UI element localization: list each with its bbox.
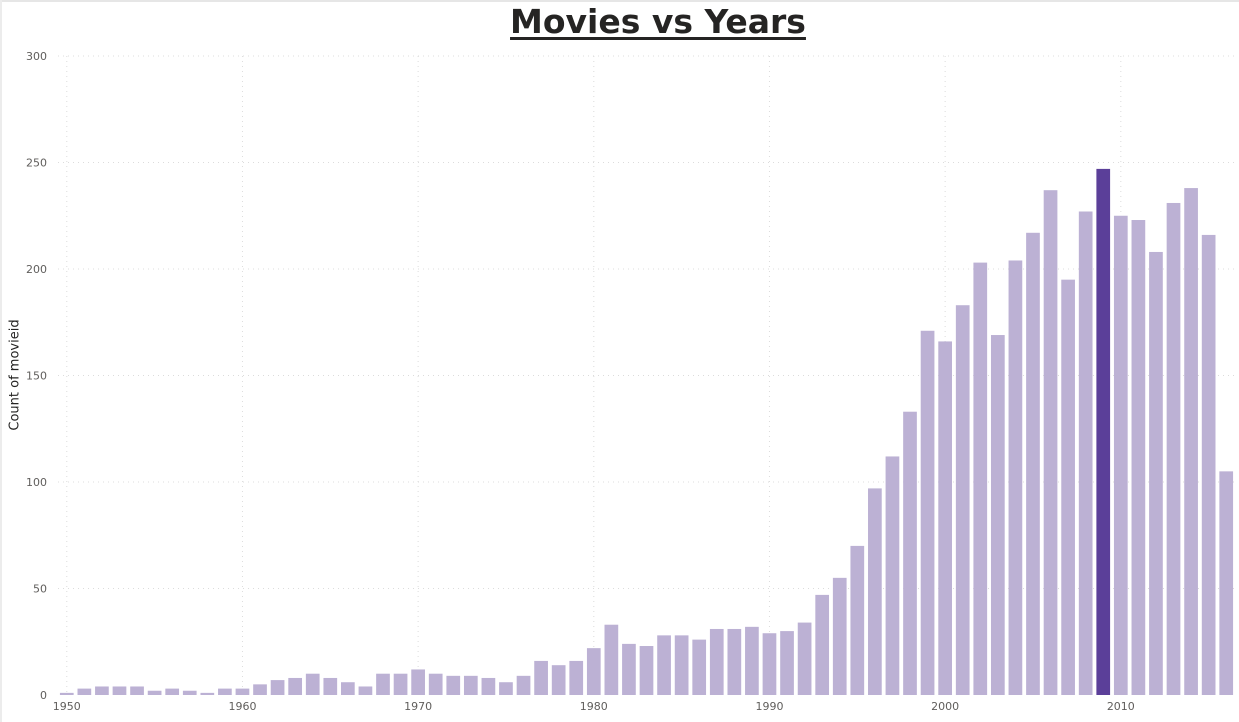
bar-1977[interactable] <box>534 660 548 695</box>
bar-1978[interactable] <box>551 665 566 695</box>
bar-1975[interactable] <box>499 682 513 695</box>
bar-2016[interactable] <box>1219 471 1234 695</box>
bar-1950[interactable] <box>59 692 74 695</box>
bar-1989[interactable] <box>745 626 759 695</box>
bar-2015[interactable] <box>1201 234 1216 696</box>
bar-1954[interactable] <box>130 686 144 695</box>
bar-1968[interactable] <box>376 673 390 695</box>
bar-1990[interactable] <box>762 633 777 695</box>
bar-1997[interactable] <box>885 456 900 695</box>
bar-1993[interactable] <box>815 594 830 695</box>
bar-1980[interactable] <box>586 648 601 695</box>
bar-1994[interactable] <box>832 577 847 695</box>
bar-2004[interactable] <box>1008 260 1023 695</box>
bar-1996[interactable] <box>868 488 882 695</box>
x-tick-label: 1970 <box>404 700 432 713</box>
bar-2008[interactable] <box>1078 211 1093 696</box>
bar-1998[interactable] <box>903 411 917 695</box>
x-tick-label: 2010 <box>1107 700 1135 713</box>
bar-2002[interactable] <box>973 262 988 695</box>
x-axis-ticks: 1950 1960 1970 1980 1990 2000 2010 <box>53 700 1135 713</box>
gridlines <box>58 55 1235 695</box>
y-tick-label: 250 <box>26 157 47 170</box>
bar-1979[interactable] <box>569 660 584 695</box>
bar-1958[interactable] <box>200 692 215 695</box>
bar-1957[interactable] <box>182 690 197 695</box>
bar-1970[interactable] <box>411 669 425 695</box>
bar-2000[interactable] <box>938 341 952 695</box>
chart-title: Movies vs Years <box>510 2 806 41</box>
bar-2010[interactable] <box>1113 215 1128 695</box>
y-tick-label: 200 <box>26 263 47 276</box>
bar-1960[interactable] <box>235 688 250 695</box>
bar-1988[interactable] <box>727 628 742 695</box>
bar-1982[interactable] <box>622 643 636 695</box>
bar-1976[interactable] <box>516 675 531 695</box>
bar-2006[interactable] <box>1043 190 1058 695</box>
bar-1956[interactable] <box>165 688 180 695</box>
bar-1965[interactable] <box>323 677 338 695</box>
bar-2009[interactable] <box>1096 168 1111 695</box>
bar-1986[interactable] <box>692 639 707 695</box>
bar-1966[interactable] <box>341 682 355 695</box>
y-axis-ticks: 0 50 100 150 200 250 300 <box>26 50 47 702</box>
bar-1981[interactable] <box>604 624 619 695</box>
bar-1951[interactable] <box>77 688 92 695</box>
x-tick-label: 1960 <box>228 700 256 713</box>
bar-2007[interactable] <box>1061 279 1075 695</box>
x-tick-label: 1990 <box>755 700 783 713</box>
bar-1969[interactable] <box>393 673 408 695</box>
bar-1959[interactable] <box>218 688 232 695</box>
bar-1961[interactable] <box>253 684 267 695</box>
x-tick-label: 2000 <box>931 700 959 713</box>
y-tick-label: 50 <box>33 583 47 596</box>
bars <box>59 168 1234 696</box>
bar-2014[interactable] <box>1184 188 1198 695</box>
bar-1964[interactable] <box>305 673 320 695</box>
bar-2001[interactable] <box>955 305 970 695</box>
frame-left-border <box>0 0 2 722</box>
bar-1971[interactable] <box>428 673 443 695</box>
bar-1984[interactable] <box>657 635 671 695</box>
bar-2005[interactable] <box>1026 232 1040 696</box>
bar-1995[interactable] <box>850 545 865 695</box>
bar-1999[interactable] <box>920 330 935 695</box>
bar-1953[interactable] <box>112 686 127 695</box>
bar-1955[interactable] <box>147 690 162 695</box>
bar-2011[interactable] <box>1131 220 1146 695</box>
y-tick-label: 0 <box>40 689 47 702</box>
bar-1963[interactable] <box>288 677 303 695</box>
bar-1952[interactable] <box>95 686 109 695</box>
bar-1974[interactable] <box>481 677 496 695</box>
bar-2012[interactable] <box>1149 251 1163 695</box>
bar-1973[interactable] <box>463 675 478 695</box>
bar-1983[interactable] <box>639 646 654 695</box>
bar-1967[interactable] <box>358 686 373 695</box>
bar-1972[interactable] <box>446 675 461 695</box>
y-tick-label: 100 <box>26 476 47 489</box>
x-tick-label: 1980 <box>580 700 608 713</box>
bar-2003[interactable] <box>990 335 1005 695</box>
bar-2013[interactable] <box>1166 202 1181 695</box>
bar-1992[interactable] <box>797 622 812 695</box>
bar-1962[interactable] <box>270 680 285 695</box>
bar-1987[interactable] <box>709 628 724 695</box>
bar-1985[interactable] <box>674 635 689 695</box>
x-tick-label: 1950 <box>53 700 81 713</box>
bar-1991[interactable] <box>780 631 794 695</box>
y-tick-label: 300 <box>26 50 47 63</box>
frame-top-border <box>0 0 1239 2</box>
y-tick-label: 150 <box>26 370 47 383</box>
